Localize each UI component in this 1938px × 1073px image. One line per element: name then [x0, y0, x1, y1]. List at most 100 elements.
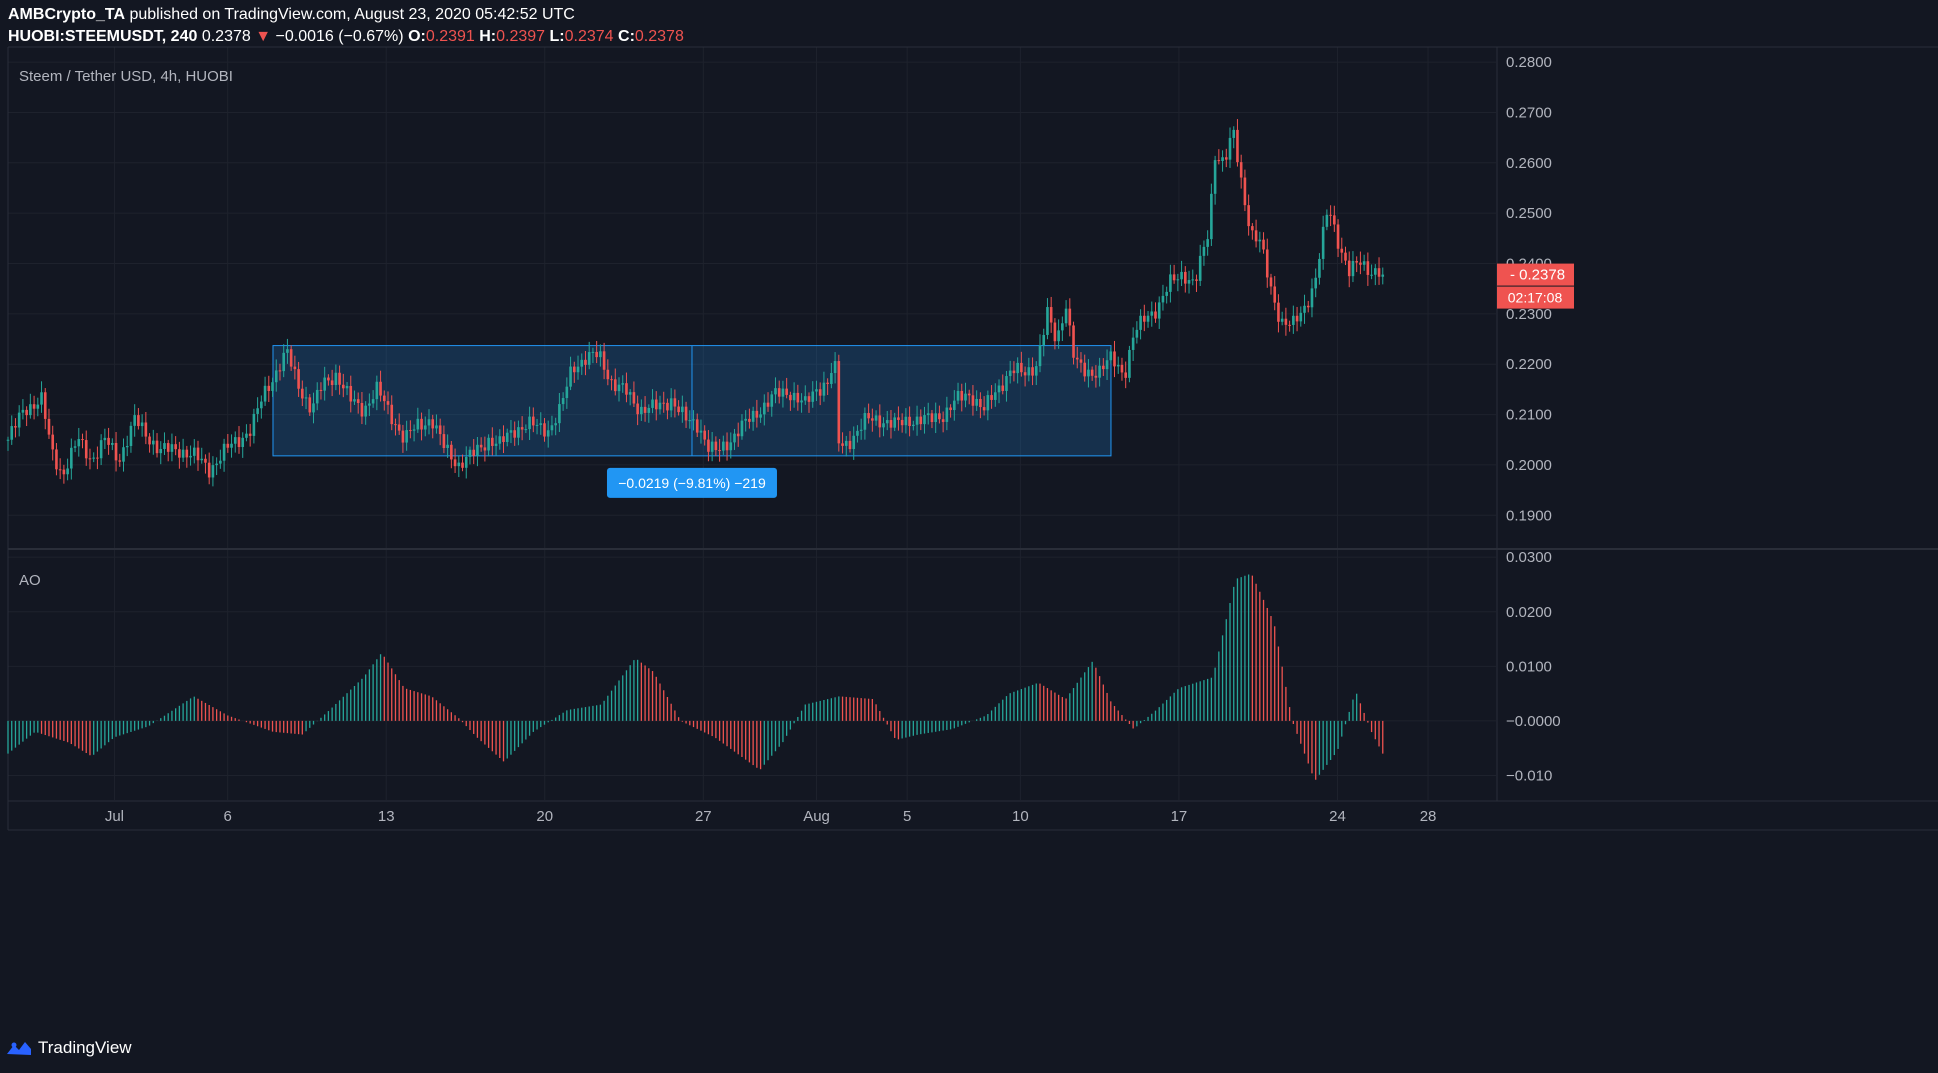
candle-body [811, 391, 815, 402]
candle-body [1273, 286, 1277, 303]
candle-body [1098, 365, 1101, 378]
candle-body [1135, 329, 1139, 338]
candle-body [55, 449, 58, 470]
candle-body [677, 406, 680, 413]
candle-body [151, 440, 155, 445]
candle-body [427, 419, 431, 426]
candle-body [558, 404, 561, 424]
candle-body [863, 413, 867, 430]
time-tick-label: Aug [803, 808, 830, 825]
candle-body [125, 446, 129, 448]
candle-body [88, 458, 92, 460]
candle-body [58, 469, 62, 471]
candle-body [1027, 367, 1031, 376]
candle-body [1094, 375, 1098, 378]
candle-body [643, 406, 647, 413]
candle-body [334, 372, 338, 385]
candle-body [438, 425, 442, 435]
candle-body [148, 436, 151, 445]
candle-body [919, 416, 923, 425]
brand-name: TradingView [38, 1038, 132, 1057]
symbol-name: HUOBI:STEEMUSDT, 240 [8, 28, 198, 45]
candle-body [893, 417, 897, 428]
candle-body [211, 465, 215, 478]
candle-body [1072, 325, 1075, 358]
candle-body [233, 437, 237, 444]
ao-tick-label: 0.0200 [1506, 604, 1552, 621]
candle-body [1154, 311, 1157, 319]
candle-body [710, 441, 714, 452]
candle-body [926, 413, 930, 416]
time-tick-label: 5 [903, 808, 911, 825]
candle-body [1105, 360, 1109, 370]
candle-body [286, 349, 289, 353]
candle-body [1232, 129, 1236, 138]
candle-body [1116, 364, 1120, 367]
publisher-name[interactable]: AMBCrypto_TA [8, 6, 126, 23]
candle-body [964, 393, 967, 401]
candle-body [1381, 274, 1385, 277]
candle-body [289, 349, 293, 367]
candle-body [1012, 370, 1016, 374]
candle-body [267, 385, 271, 391]
candle-body [442, 434, 446, 448]
candle-body [1057, 330, 1060, 342]
candle-body [1303, 305, 1306, 313]
candle-body [748, 418, 751, 422]
candle-body [1224, 157, 1228, 160]
candle-body [830, 373, 833, 384]
candle-body [181, 449, 185, 458]
candle-body [189, 455, 192, 458]
candle-body [1087, 369, 1090, 377]
candle-body [912, 424, 915, 427]
candle-body [360, 402, 364, 417]
candle-body [595, 351, 598, 358]
candle-body [789, 394, 792, 401]
candle-body [1046, 307, 1049, 335]
candle-body [625, 383, 628, 395]
candle-body [282, 352, 286, 372]
candle-body [1347, 260, 1351, 277]
candle-body [856, 430, 859, 436]
candle-body [293, 366, 297, 370]
candle-body [751, 410, 755, 422]
candle-body [993, 392, 997, 400]
candle-body [51, 434, 55, 450]
candle-body [476, 444, 479, 456]
price-tick-label: 0.2700 [1506, 104, 1552, 121]
open-value: 0.2391 [425, 28, 475, 45]
candle-body [394, 424, 397, 426]
candle-body [397, 424, 401, 431]
candle-body [1329, 214, 1332, 216]
candle-body [1150, 311, 1154, 316]
candle-body [699, 430, 703, 433]
candle-body [1292, 315, 1295, 325]
candle-body [1288, 324, 1291, 326]
candle-body [271, 382, 274, 391]
candle-body [1210, 193, 1213, 240]
candle-body [1243, 177, 1247, 206]
candle-body [1280, 318, 1284, 322]
candle-body [494, 443, 498, 446]
candle-body [658, 402, 662, 410]
candle-body [718, 450, 721, 452]
tradingview-branding[interactable]: TradingView [6, 1038, 132, 1058]
candle-body [502, 436, 505, 443]
candle-body [230, 443, 233, 448]
candle-body [945, 407, 949, 422]
candle-body [1172, 274, 1176, 281]
candle-body [70, 447, 73, 469]
candle-body [304, 397, 308, 399]
candle-body [975, 398, 978, 406]
candle-body [621, 383, 625, 385]
candle-body [450, 444, 453, 460]
candle-body [1333, 215, 1336, 225]
candle-body [327, 377, 330, 381]
candle-body [487, 437, 490, 451]
candle-body [848, 440, 852, 450]
candle-body [1113, 351, 1116, 367]
time-tick-label: 24 [1329, 808, 1346, 825]
candle-body [796, 392, 800, 403]
candle-body [36, 404, 40, 409]
